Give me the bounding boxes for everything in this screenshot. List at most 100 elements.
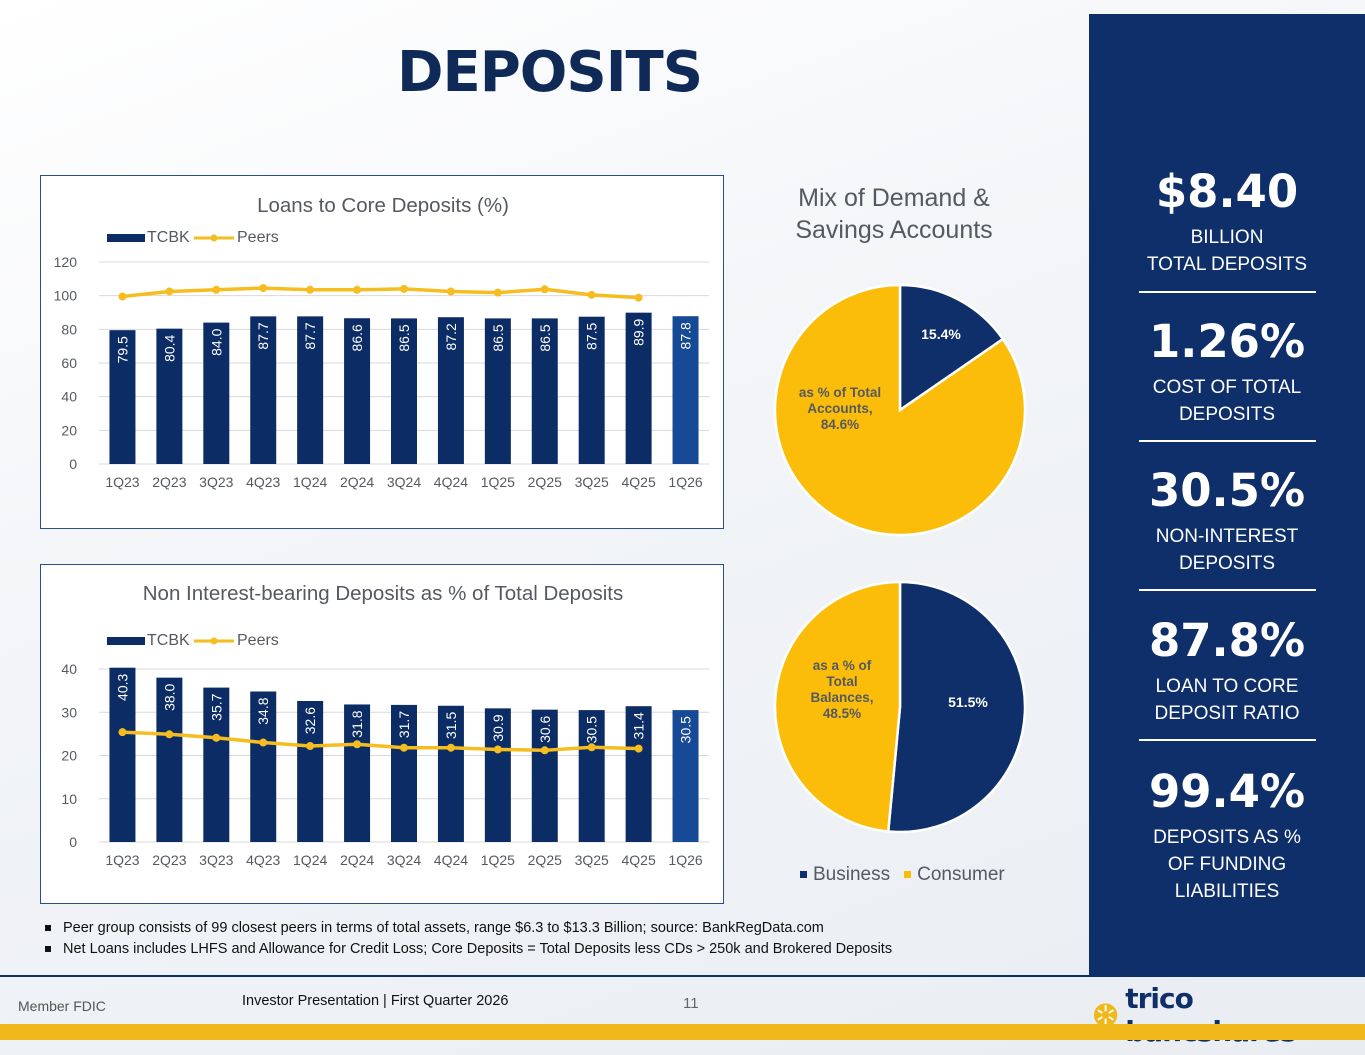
bar-tcbk	[484, 708, 511, 842]
peers-point	[493, 745, 502, 754]
divider	[1139, 440, 1316, 442]
x-tick-label: 2Q24	[340, 852, 374, 868]
bar-tcbk	[156, 328, 183, 464]
peers-point	[634, 293, 643, 302]
pie-consumer-label: Accounts,	[807, 401, 872, 416]
legend-tcbk-label: TCBK	[147, 229, 190, 246]
peers-point	[587, 743, 596, 752]
bar-data-label: 84.0	[208, 328, 224, 355]
x-tick-label: 3Q25	[575, 852, 609, 868]
bar-data-label: 87.5	[584, 322, 600, 349]
bar-tcbk	[344, 704, 371, 842]
bar-tcbk	[531, 709, 558, 842]
footnotes: Peer group consists of 99 closest peers …	[45, 918, 892, 960]
x-tick-label: 1Q23	[105, 852, 139, 868]
stat-total-deposits: $8.40 BILLION TOTAL DEPOSITS	[1146, 165, 1308, 276]
y-tick-label: 40	[61, 389, 77, 405]
bar-tcbk	[578, 316, 605, 464]
page-title: DEPOSITS	[397, 40, 703, 105]
bar-tcbk	[672, 316, 699, 464]
pie-title: Mix of Demand & Savings Accounts	[772, 182, 1016, 246]
peers-point	[400, 284, 408, 293]
footnote: Peer group consists of 99 closest peers …	[45, 918, 892, 939]
y-tick-label: 0	[69, 834, 77, 850]
peers-line	[122, 286, 639, 300]
pie-slice-consumer	[773, 580, 902, 833]
bar-data-label: 87.7	[255, 322, 271, 349]
bar-data-label: 30.5	[584, 716, 600, 743]
legend-tcbk-label: TCBK	[147, 632, 190, 649]
bar-data-label: 86.6	[349, 324, 365, 351]
x-tick-label: 3Q25	[575, 474, 609, 490]
bar-tcbk	[203, 322, 230, 464]
peers-point	[118, 728, 127, 737]
key-stats-sidebar: $8.40 BILLION TOTAL DEPOSITS 1.26% COST O…	[1089, 14, 1365, 975]
bar-tcbk	[578, 710, 605, 842]
x-tick-label: 2Q23	[152, 852, 186, 868]
bar-data-label: 34.8	[255, 697, 271, 724]
stat-loan-to-core: 87.8% LOAN TO CORE DEPOSIT RATIO	[1148, 614, 1306, 725]
peers-point	[446, 287, 455, 296]
peers-point	[446, 743, 455, 752]
bar-tcbk	[625, 706, 652, 842]
peers-point	[587, 290, 596, 299]
peers-point	[306, 741, 315, 750]
y-tick-label: 20	[61, 422, 77, 438]
legend-peers-marker	[210, 234, 218, 242]
member-fdic: Member FDIC	[18, 998, 106, 1014]
x-tick-label: 3Q24	[387, 852, 421, 868]
x-tick-label: 2Q25	[528, 474, 562, 490]
bar-data-label: 31.5	[443, 712, 459, 739]
stat-non-interest-deposits: 30.5% NON-INTEREST DEPOSITS	[1148, 464, 1306, 575]
bar-data-label: 38.0	[161, 683, 177, 710]
x-tick-label: 4Q24	[434, 474, 468, 490]
peers-point	[353, 740, 362, 749]
bar-data-label: 80.4	[161, 334, 177, 361]
footnote: Net Loans includes LHFS and Allowance fo…	[45, 939, 892, 960]
peers-point	[118, 292, 127, 301]
bar-data-label: 86.5	[490, 324, 506, 351]
bar-data-label: 40.3	[114, 673, 130, 700]
x-tick-label: 4Q25	[621, 474, 655, 490]
x-tick-label: 2Q24	[340, 474, 374, 490]
pie-business-label: 15.4%	[921, 326, 961, 342]
legend-business: Business	[800, 864, 890, 886]
bar-tcbk	[156, 677, 183, 842]
bar-tcbk	[391, 318, 417, 464]
x-tick-label: 3Q23	[199, 474, 233, 490]
peers-line	[122, 730, 639, 753]
chart-title: Non Interest-bearing Deposits as % of To…	[143, 582, 623, 605]
pie-consumer-label: 48.5%	[823, 706, 861, 721]
y-tick-label: 30	[61, 704, 77, 720]
bar-tcbk	[391, 704, 417, 842]
y-tick-label: 60	[61, 355, 77, 371]
divider	[1139, 739, 1316, 741]
x-tick-label: 4Q23	[246, 852, 280, 868]
pie-consumer-label: Total	[826, 674, 857, 689]
bar-data-label: 79.5	[114, 336, 130, 363]
peers-point	[212, 733, 221, 742]
bar-data-label: 30.6	[537, 715, 553, 742]
loans-chart-svg: Loans to Core Deposits (%) TCBK Peers 0 20 40…	[54, 194, 709, 490]
page-number: 11	[683, 995, 699, 1012]
pie-consumer-label: as a % of	[813, 658, 872, 673]
bar-tcbk	[109, 667, 136, 842]
bar-tcbk	[250, 316, 277, 464]
peers-point	[306, 285, 315, 294]
peers-point	[493, 288, 502, 297]
divider	[1139, 291, 1316, 293]
x-tick-label: 1Q26	[668, 852, 702, 868]
peers-point	[212, 285, 221, 294]
legend-peers-label: Peers	[237, 632, 279, 649]
pie-slice-business	[886, 580, 1027, 834]
loans-to-core-deposits-chart: Loans to Core Deposits (%) TCBK Peers 0 20 40…	[40, 175, 724, 529]
x-tick-label: 1Q25	[481, 852, 515, 868]
peers-point	[165, 730, 174, 739]
divider	[1139, 589, 1316, 591]
bar-tcbk	[297, 316, 324, 464]
x-tick-label: 2Q25	[528, 852, 562, 868]
x-tick-label: 3Q24	[387, 474, 421, 490]
pie-slice-business	[898, 283, 1005, 413]
y-tick-label: 120	[54, 254, 78, 270]
